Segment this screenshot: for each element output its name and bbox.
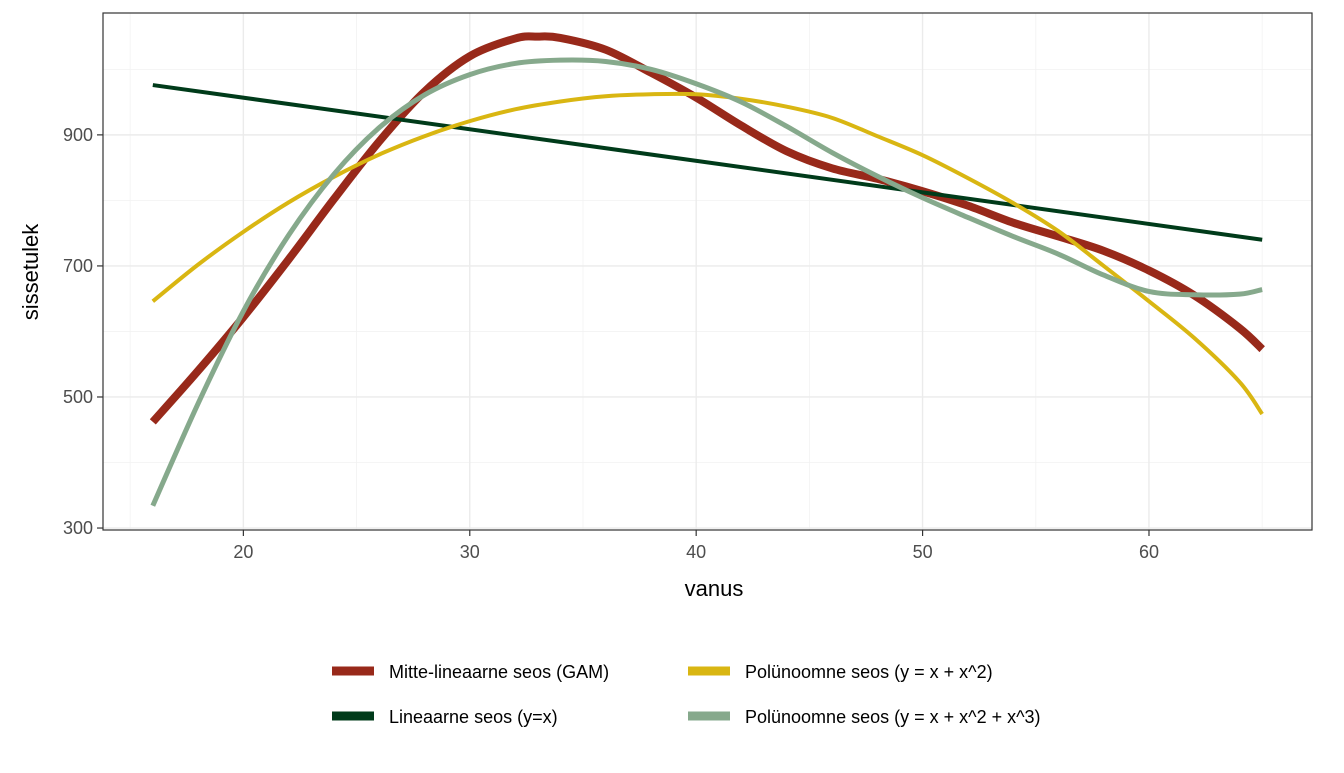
series-line-lineaarne-seos-y-x [152, 83, 1263, 242]
tick-labels: 20 30 40 50 60 300 500 700 900 [63, 125, 1159, 562]
series-line-pol-noomne-seos-y-x-x-2-x-3 [150, 57, 1263, 507]
panel-border [102, 12, 1313, 531]
x-tick-label: 50 [913, 542, 933, 562]
legend-label: Lineaarne seos (y=x) [389, 707, 558, 727]
x-axis-title: vanus [685, 576, 744, 601]
x-tick-label: 30 [460, 542, 480, 562]
axis-ticks [97, 134, 1150, 536]
y-tick-label: 500 [63, 387, 93, 407]
y-axis-title: sissetulek [18, 223, 43, 321]
y-tick-label: 300 [63, 518, 93, 538]
series-line-pol-noomne-seos-y-x-x-2 [151, 91, 1264, 416]
y-tick-label: 700 [63, 256, 93, 276]
x-tick-label: 20 [233, 542, 253, 562]
y-tick-label: 900 [63, 125, 93, 145]
legend: Mitte-lineaarne seos (GAM) Lineaarne seos… [332, 662, 1041, 727]
series-line-mitte-lineaarne-seos-gam [149, 32, 1265, 425]
x-tick-label: 40 [686, 542, 706, 562]
legend-label: Polünoomne seos (y = x + x^2 + x^3) [745, 707, 1041, 727]
legend-label: Polünoomne seos (y = x + x^2) [745, 662, 993, 682]
series-layer [149, 32, 1265, 507]
x-tick-label: 60 [1139, 542, 1159, 562]
legend-label: Mitte-lineaarne seos (GAM) [389, 662, 609, 682]
